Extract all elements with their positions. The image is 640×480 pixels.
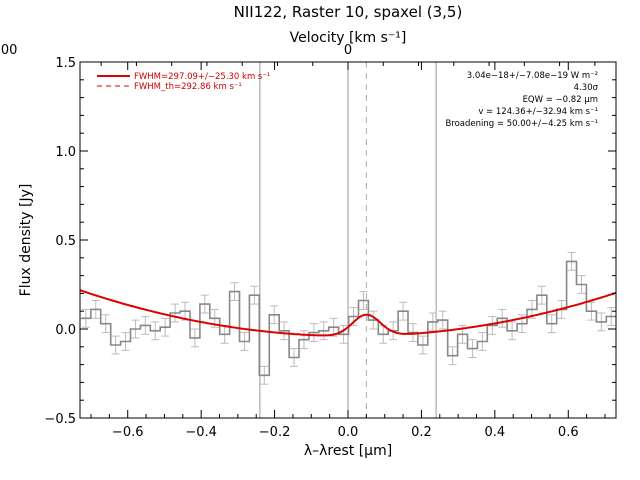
- x2-tick-label: 0: [344, 43, 352, 58]
- x-tick-label: 0.4: [485, 425, 506, 440]
- x-tick-label: 0.6: [558, 425, 579, 440]
- legend-label-fwhm-th: FWHM_th=292.86 km s⁻¹: [134, 82, 242, 92]
- legend: FWHM=297.09+/−25.30 km s⁻¹ FWHM_th=292.8…: [97, 72, 270, 92]
- y-tick-label: 0.5: [55, 234, 76, 249]
- stat-line-sigma: 4.30σ: [574, 83, 599, 93]
- legend-label-fwhm: FWHM=297.09+/−25.30 km s⁻¹: [134, 72, 270, 82]
- x-tick-label: −0.6: [112, 425, 144, 440]
- plot-area: −0.6−0.4−0.20.00.20.40.6−100001000−0.50.…: [0, 43, 617, 440]
- chart-title: NII122, Raster 10, spaxel (3,5): [234, 3, 463, 21]
- y-tick-label: 1.5: [55, 56, 76, 71]
- x-tick-label: −0.4: [185, 425, 217, 440]
- x-tick-label: 0.2: [411, 425, 432, 440]
- x2-tick-label: −1000: [0, 43, 17, 58]
- fit-stats: 3.04e−18+/−7.08e−19 W m⁻² 4.30σ EQW = −0…: [445, 71, 598, 129]
- x-tick-label: −0.2: [259, 425, 291, 440]
- x-tick-label: 0.0: [338, 425, 359, 440]
- stat-line-velocity: v = 124.36+/−32.94 km s⁻¹: [478, 107, 598, 117]
- y-tick-label: −0.5: [44, 412, 76, 427]
- y-tick-label: 1.0: [55, 145, 76, 160]
- fit-curve: [79, 289, 617, 337]
- x-axis-label: λ–λrest [μm]: [304, 443, 392, 459]
- top-axis-label: Velocity [km s⁻¹]: [290, 30, 407, 46]
- stat-line-broadening: Broadening = 50.00+/−4.25 km s⁻¹: [445, 119, 598, 129]
- stat-line-eqw: EQW = −0.82 μm: [523, 95, 598, 105]
- y-axis-label: Flux density [Jy]: [18, 184, 34, 297]
- stat-line-flux: 3.04e−18+/−7.08e−19 W m⁻²: [467, 71, 598, 81]
- y-tick-label: 0.0: [55, 323, 76, 338]
